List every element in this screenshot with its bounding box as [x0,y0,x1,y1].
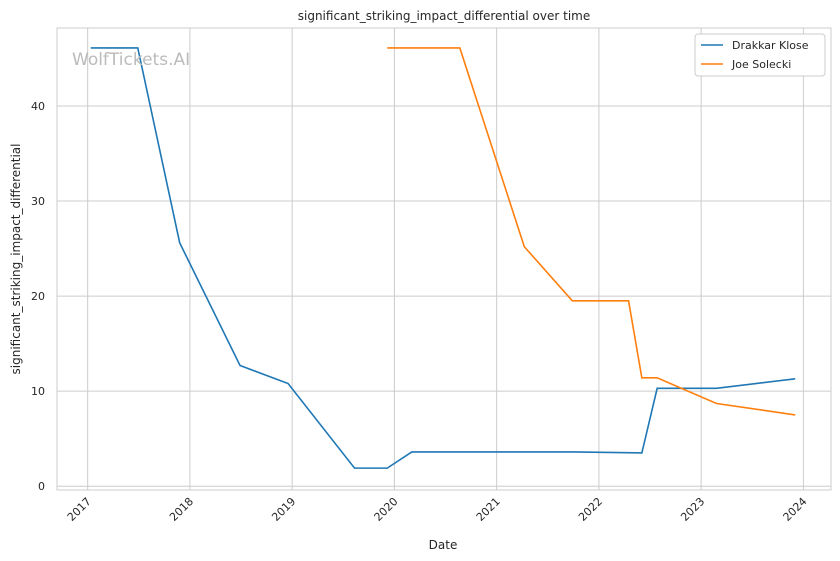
watermark: WolfTickets.AI [72,50,190,70]
x-tick-label: 2017 [65,495,94,524]
chart-title: significant_striking_impact_differential… [298,9,590,23]
x-tick-label: 2019 [269,495,298,524]
x-tick-label: 2024 [781,495,810,524]
x-tick-label: 2018 [167,495,196,524]
x-tick-label: 2021 [474,495,503,524]
y-tick-label: 40 [31,100,45,113]
legend-label-drakkar-klose: Drakkar Klose [732,39,809,52]
y-tick-label: 20 [31,290,45,303]
x-tick-label: 2023 [678,495,707,524]
x-tick-label: 2020 [372,495,401,524]
plot-area [56,27,832,491]
x-tick-label: 2022 [576,495,605,524]
y-axis-label: significant_striking_impact_differential [9,144,23,375]
y-tick-label: 0 [38,480,45,493]
legend: Drakkar Klose Joe Solecki [694,33,826,77]
y-tick-label: 30 [31,195,45,208]
y-tick-label: 10 [31,385,45,398]
x-axis-label: Date [429,538,458,552]
legend-label-joe-solecki: Joe Solecki [731,58,791,71]
series-line-joe-solecki [387,47,796,416]
series-line-drakkar-klose [90,47,796,469]
